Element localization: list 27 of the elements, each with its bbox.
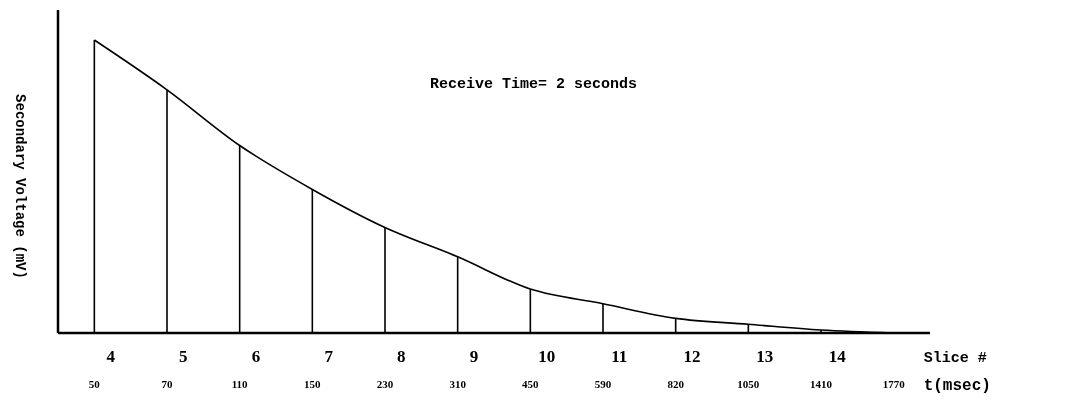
x-tick-label: 150: [304, 378, 322, 390]
x-tick-label: 110: [231, 378, 249, 390]
text: 13: [756, 347, 774, 366]
x-tick-label: 1770: [882, 378, 906, 390]
x-tick-label: 50: [88, 378, 101, 390]
text: 5: [179, 347, 188, 366]
x-tick-label: 310: [449, 378, 467, 390]
text: Slice #: [923, 350, 987, 367]
text: 9: [469, 347, 479, 366]
text: 8: [397, 347, 406, 366]
text: 4: [106, 347, 116, 366]
y-axis-title: Secondary Voltage (mV): [12, 94, 28, 279]
text: 11: [611, 347, 628, 366]
x-tick-label: 1050: [737, 378, 760, 390]
text: 10: [538, 347, 556, 366]
x-axis-title: t(msec): [923, 377, 991, 395]
text: 14: [828, 347, 847, 366]
x-tick-label: 450: [522, 378, 540, 390]
text: 7: [324, 347, 334, 366]
x-tick-label: 1410: [810, 378, 833, 390]
text: Receive Time= 2 seconds: [430, 76, 638, 93]
x-tick-label: 820: [667, 378, 685, 390]
x-tick-label: 70: [161, 378, 173, 390]
x-tick-label: 230: [376, 378, 394, 390]
text: 12: [683, 347, 701, 366]
x-tick-label: 590: [594, 378, 612, 390]
text: 6: [251, 347, 261, 366]
